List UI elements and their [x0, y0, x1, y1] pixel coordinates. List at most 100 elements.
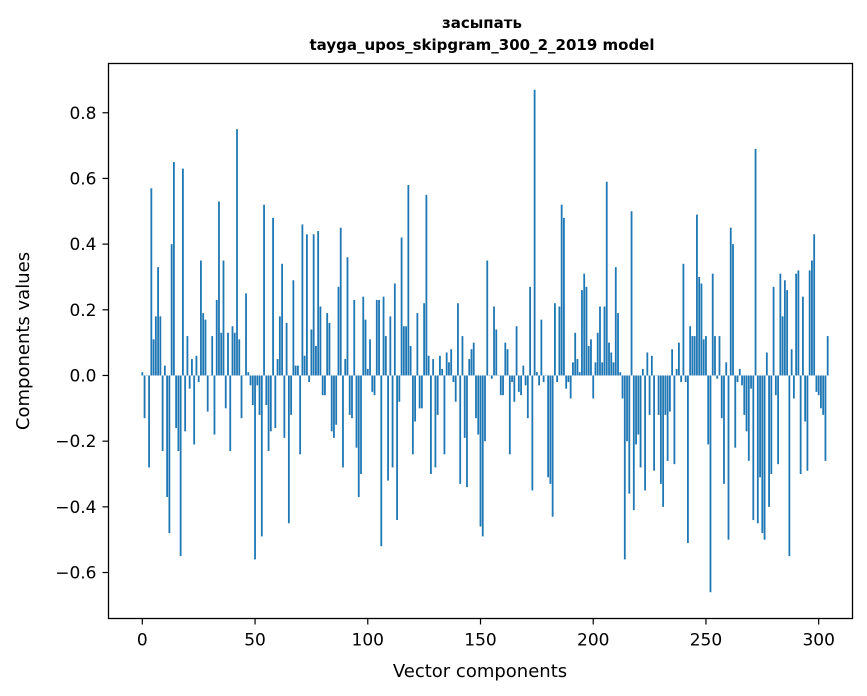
bar — [251, 375, 254, 406]
bar — [263, 204, 265, 376]
bar — [750, 375, 752, 389]
bar — [806, 375, 809, 471]
bar — [646, 352, 649, 376]
bar — [432, 359, 435, 376]
bar — [594, 362, 597, 376]
bar — [448, 362, 450, 376]
bar — [714, 336, 716, 376]
bar — [682, 263, 685, 376]
bar — [256, 375, 259, 386]
bar — [231, 326, 234, 376]
bar — [754, 148, 757, 376]
bar — [249, 375, 252, 386]
bar — [802, 296, 804, 376]
bar — [292, 280, 295, 376]
bar — [202, 313, 205, 376]
bar — [610, 352, 613, 376]
bar — [725, 362, 728, 376]
bar — [804, 375, 807, 422]
y-axis-ticks: −0.6 −0.4 −0.2 0.0 0.2 0.4 0.6 0.8 — [55, 104, 109, 584]
bar — [707, 375, 710, 445]
bar — [157, 267, 159, 376]
bar — [398, 375, 401, 402]
bar — [617, 313, 619, 376]
bar — [382, 296, 385, 376]
bar — [405, 326, 407, 376]
bar — [698, 276, 701, 376]
bar — [195, 355, 198, 376]
y-axis-label: Components values — [13, 252, 34, 430]
bar — [143, 375, 146, 419]
bar — [254, 375, 256, 560]
bar — [608, 342, 610, 376]
bar — [824, 375, 827, 461]
y-tick-label: 0.6 — [69, 169, 96, 189]
bar — [479, 375, 482, 527]
bar — [213, 375, 216, 435]
x-axis-ticks: 0 50 100 150 200 250 300 — [137, 618, 835, 651]
bar — [551, 375, 554, 517]
bar — [312, 234, 315, 376]
bar — [360, 375, 362, 474]
bar — [693, 336, 696, 376]
bar — [533, 89, 536, 376]
bar — [736, 375, 739, 383]
bar — [689, 326, 692, 376]
bar — [400, 237, 403, 376]
bar — [348, 375, 351, 415]
bar — [387, 375, 389, 481]
bar — [783, 280, 786, 376]
bar — [499, 375, 502, 396]
bar — [452, 375, 455, 383]
bar — [306, 234, 308, 376]
bar — [639, 375, 642, 468]
bar — [346, 257, 349, 376]
bar — [324, 375, 326, 396]
bar — [481, 375, 484, 537]
bar — [680, 375, 683, 383]
chart-title-line2: tayga_upos_skipgram_300_2_2019 model — [310, 36, 655, 54]
bar — [269, 375, 272, 432]
bar — [653, 375, 655, 471]
bar — [335, 375, 338, 425]
bar — [585, 286, 588, 376]
bar — [716, 375, 719, 379]
bar — [285, 322, 288, 376]
bar — [236, 129, 238, 376]
bar — [290, 375, 293, 415]
bar — [175, 375, 178, 429]
bar — [366, 368, 369, 376]
bar — [675, 368, 678, 376]
plot-frame — [107, 62, 854, 620]
bar — [200, 260, 202, 376]
x-tick-label: 250 — [690, 631, 722, 651]
bar — [159, 316, 162, 376]
bar — [351, 375, 353, 419]
bar — [578, 372, 581, 376]
bar — [439, 355, 441, 376]
bar — [811, 260, 813, 376]
bar — [765, 352, 768, 376]
bar — [420, 375, 423, 409]
bar — [172, 162, 175, 376]
bar — [344, 359, 347, 376]
bar — [576, 359, 579, 376]
bar — [434, 375, 437, 468]
bar — [632, 375, 635, 511]
bar — [384, 336, 387, 376]
bar — [362, 296, 365, 376]
bar — [179, 375, 182, 557]
bar — [641, 368, 644, 376]
bar — [315, 345, 317, 376]
bar — [745, 375, 748, 432]
bar — [227, 332, 229, 376]
bar — [224, 375, 227, 409]
x-tick-label: 150 — [464, 631, 496, 651]
bar — [321, 375, 324, 396]
bar — [364, 319, 367, 376]
bar — [416, 313, 419, 376]
bar — [820, 375, 822, 409]
bar — [204, 319, 207, 376]
bar — [427, 355, 430, 376]
